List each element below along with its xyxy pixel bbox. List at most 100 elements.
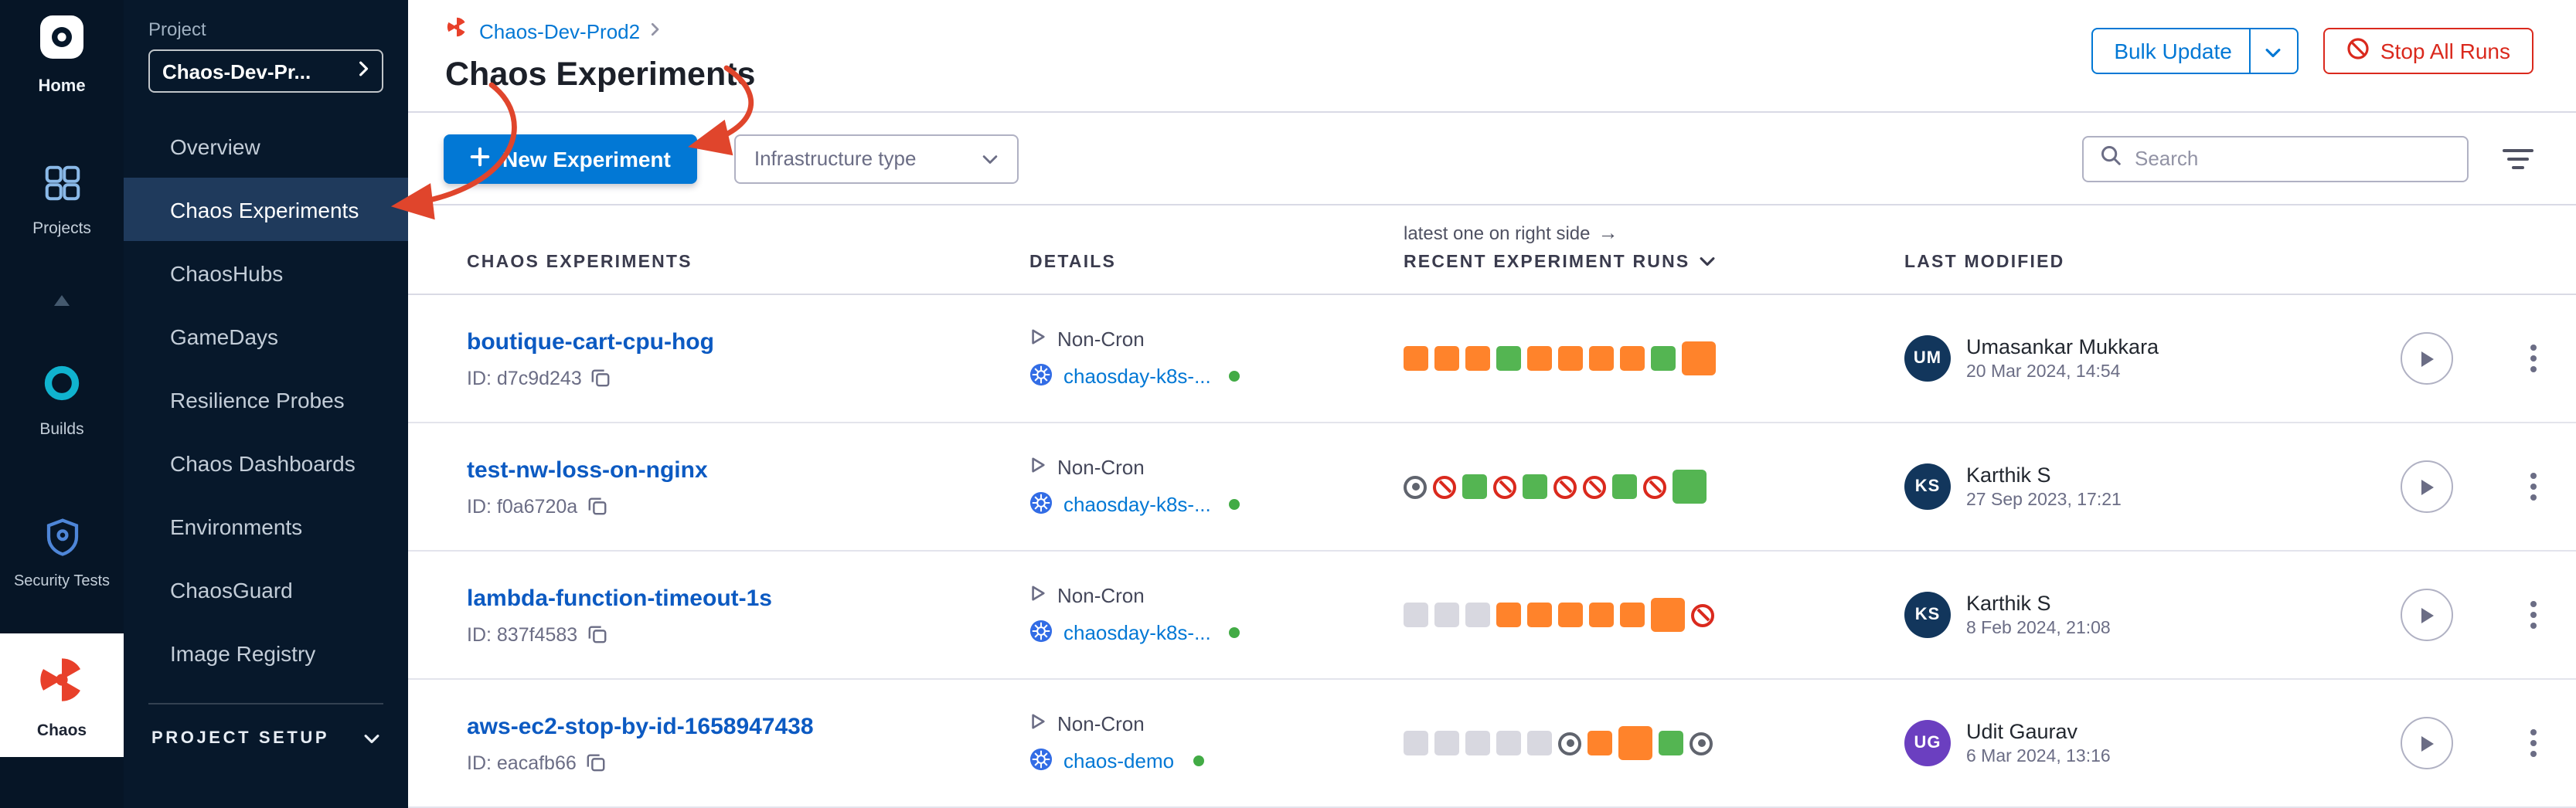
sidebar-item-environments[interactable]: Environments: [170, 514, 303, 538]
chevron-right-icon: [359, 57, 369, 85]
sidebar-item-gamedays[interactable]: GameDays: [170, 324, 279, 348]
run-chip-orange[interactable]: [1618, 726, 1652, 760]
sidebar-item-chaos-experiments[interactable]: Chaos Experiments: [124, 178, 408, 241]
run-chip-orange[interactable]: [1651, 598, 1685, 632]
run-chip-gray[interactable]: [1434, 603, 1459, 627]
rail-scroll-caret-icon[interactable]: [53, 287, 71, 315]
run-chip-slash[interactable]: [1433, 475, 1456, 498]
infrastructure-link[interactable]: chaosday-k8s-...: [1063, 365, 1211, 388]
new-experiment-button[interactable]: New Experiment: [444, 134, 697, 184]
rail-item-home[interactable]: Home: [0, 12, 124, 96]
run-chip-orange[interactable]: [1587, 731, 1612, 755]
module-rail: Home Projects Builds Security Tests: [0, 0, 124, 808]
rail-item-builds[interactable]: Builds: [0, 362, 124, 439]
run-chip-circledot[interactable]: [1404, 475, 1427, 498]
run-chip-orange[interactable]: [1620, 346, 1645, 371]
sidebar-item-chaoshubs[interactable]: ChaosHubs: [170, 260, 284, 285]
experiment-name-link[interactable]: boutique-cart-cpu-hog: [467, 328, 714, 355]
experiment-name-link[interactable]: aws-ec2-stop-by-id-1658947438: [467, 713, 814, 739]
run-experiment-button[interactable]: [2401, 717, 2453, 769]
stop-all-runs-button[interactable]: Stop All Runs: [2322, 28, 2533, 74]
sidebar-item-resilience-probes[interactable]: Resilience Probes: [170, 387, 345, 412]
table-row: boutique-cart-cpu-hog ID: d7c9d243 Non-C…: [408, 295, 2576, 423]
run-chip-gray[interactable]: [1465, 731, 1490, 755]
run-chip-slash[interactable]: [1691, 603, 1714, 626]
experiment-name-link[interactable]: lambda-function-timeout-1s: [467, 585, 772, 611]
breadcrumb-project-link[interactable]: Chaos-Dev-Prod2: [479, 19, 641, 42]
copy-icon[interactable]: [587, 496, 607, 516]
run-chip-green[interactable]: [1523, 474, 1547, 499]
run-chip-gray[interactable]: [1404, 731, 1428, 755]
search-input[interactable]: [2135, 147, 2452, 171]
row-menu-button[interactable]: [2521, 335, 2546, 382]
run-chip-orange[interactable]: [1620, 603, 1645, 627]
run-experiment-button[interactable]: [2401, 589, 2453, 641]
run-chip-gray[interactable]: [1496, 731, 1521, 755]
sidebar-item-overview[interactable]: Overview: [170, 134, 260, 158]
run-chip-circledot[interactable]: [1558, 732, 1581, 755]
run-chip-orange[interactable]: [1404, 346, 1428, 371]
column-recent-runs[interactable]: RECENT EXPERIMENT RUNS: [1404, 253, 1904, 272]
experiment-name-link[interactable]: test-nw-loss-on-nginx: [467, 457, 708, 483]
modified-date: 20 Mar 2024, 14:54: [1966, 363, 2121, 382]
run-chip-orange[interactable]: [1527, 603, 1552, 627]
run-chip-orange[interactable]: [1682, 341, 1716, 375]
run-chip-slash[interactable]: [1553, 475, 1577, 498]
copy-icon[interactable]: [587, 624, 607, 644]
run-chip-gray[interactable]: [1434, 731, 1459, 755]
row-menu-button[interactable]: [2521, 463, 2546, 510]
run-chip-green[interactable]: [1612, 474, 1637, 499]
run-chip-orange[interactable]: [1434, 346, 1459, 371]
sidebar-item-chaosguard[interactable]: ChaosGuard: [170, 577, 293, 602]
copy-icon[interactable]: [586, 752, 606, 772]
projects-icon: [41, 162, 83, 212]
play-outline-icon: [1029, 711, 1046, 735]
run-experiment-button[interactable]: [2401, 332, 2453, 385]
copy-icon[interactable]: [591, 368, 611, 388]
avatar: KS: [1904, 463, 1951, 510]
bulk-update-button[interactable]: Bulk Update: [2091, 28, 2299, 74]
run-chip-orange[interactable]: [1527, 346, 1552, 371]
run-chip-circledot[interactable]: [1690, 732, 1713, 755]
run-chip-gray[interactable]: [1527, 731, 1552, 755]
run-chip-slash[interactable]: [1583, 475, 1606, 498]
row-menu-button[interactable]: [2521, 720, 2546, 766]
row-menu-button[interactable]: [2521, 592, 2546, 638]
run-chip-green[interactable]: [1659, 731, 1683, 755]
infrastructure-link[interactable]: chaos-demo: [1063, 749, 1175, 772]
column-details: DETAILS: [1029, 253, 1117, 272]
sidebar-item-chaos-dashboards[interactable]: Chaos Dashboards: [170, 450, 356, 475]
run-chip-green[interactable]: [1673, 470, 1707, 504]
run-chip-green[interactable]: [1496, 346, 1521, 371]
run-experiment-button[interactable]: [2401, 460, 2453, 513]
chevron-down-icon[interactable]: [2265, 39, 2282, 63]
rail-item-projects[interactable]: Projects: [0, 162, 124, 238]
rail-item-security-tests[interactable]: Security Tests: [0, 516, 124, 590]
run-chip-green[interactable]: [1462, 474, 1487, 499]
run-chip-slash[interactable]: [1493, 475, 1516, 498]
infrastructure-link[interactable]: chaosday-k8s-...: [1063, 493, 1211, 516]
run-chip-gray[interactable]: [1465, 603, 1490, 627]
rail-item-chaos[interactable]: Chaos: [0, 633, 124, 757]
runs-annotation-note: latest one on right side →: [1404, 221, 1618, 244]
run-chip-orange[interactable]: [1558, 346, 1583, 371]
infrastructure-link[interactable]: chaosday-k8s-...: [1063, 621, 1211, 644]
run-chip-orange[interactable]: [1589, 603, 1614, 627]
run-chip-orange[interactable]: [1465, 346, 1490, 371]
sidebar-item-image-registry[interactable]: Image Registry: [170, 640, 316, 665]
filter-icon[interactable]: [2503, 146, 2533, 171]
project-selector[interactable]: Chaos-Dev-Pr...: [148, 49, 383, 93]
run-chip-gray[interactable]: [1404, 603, 1428, 627]
project-sidebar: Project Chaos-Dev-Pr... Overview Chaos E…: [124, 0, 408, 808]
button-divider: [2248, 29, 2251, 73]
run-chip-orange[interactable]: [1589, 346, 1614, 371]
run-chip-green[interactable]: [1651, 346, 1676, 371]
sort-chevron-icon[interactable]: [1699, 253, 1716, 272]
infrastructure-type-select[interactable]: Infrastructure type: [733, 134, 1019, 184]
run-chip-orange[interactable]: [1496, 603, 1521, 627]
search-icon: [2099, 143, 2122, 174]
project-setup-toggle[interactable]: PROJECT SETUP: [148, 703, 383, 752]
run-chip-slash[interactable]: [1643, 475, 1666, 498]
run-chip-orange[interactable]: [1558, 603, 1583, 627]
